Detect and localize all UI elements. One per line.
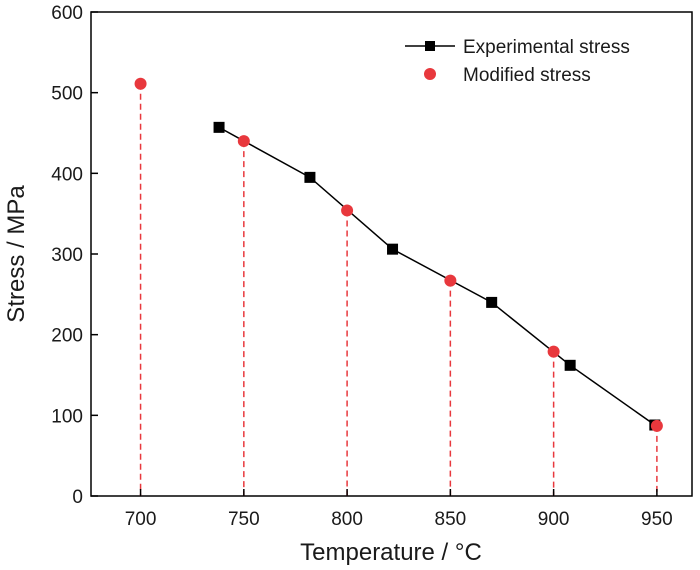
legend-modified-marker (424, 68, 436, 80)
y-tick-label: 500 (51, 84, 83, 105)
x-tick-label: 750 (228, 509, 260, 530)
x-axis-title: Temperature / °C (300, 539, 482, 566)
modified-stress-point (650, 419, 663, 432)
modified-stress-point (134, 77, 147, 90)
modified-stress-point (547, 345, 560, 358)
experimental-stress-series (213, 121, 661, 431)
experimental-stress-point (564, 359, 576, 371)
x-tick-label: 900 (538, 509, 570, 530)
experimental-stress-point (486, 296, 498, 308)
y-tick-label: 200 (51, 326, 83, 347)
experimental-stress-point (304, 171, 316, 183)
y-tick-label: 300 (51, 245, 83, 266)
experimental-stress-point (213, 121, 225, 133)
experimental-stress-point (387, 243, 399, 255)
x-tick-label: 700 (125, 509, 157, 530)
drop-lines (139, 83, 658, 496)
modified-stress-point (341, 204, 354, 217)
legend: Experimental stress Modified stress (405, 37, 630, 86)
y-axis-ticks: 0 100 200 300 400 500 600 (51, 3, 98, 508)
x-tick-label: 850 (435, 509, 467, 530)
y-tick-label: 400 (51, 164, 83, 185)
experimental-stress-line (218, 126, 656, 426)
modified-stress-point (237, 135, 250, 148)
legend-experimental-marker (425, 41, 435, 51)
y-tick-label: 0 (72, 487, 83, 508)
y-axis-title: Stress / MPa (3, 185, 30, 323)
modified-stress-series (134, 77, 663, 432)
modified-stress-point (444, 274, 457, 287)
x-tick-label: 800 (331, 509, 363, 530)
x-tick-label: 950 (641, 509, 673, 530)
y-tick-label: 600 (51, 3, 83, 24)
legend-modified-label: Modified stress (463, 65, 591, 86)
legend-experimental-label: Experimental stress (463, 37, 630, 58)
y-tick-label: 100 (51, 406, 83, 427)
x-axis-ticks: 700 750 800 850 900 950 (125, 489, 673, 530)
